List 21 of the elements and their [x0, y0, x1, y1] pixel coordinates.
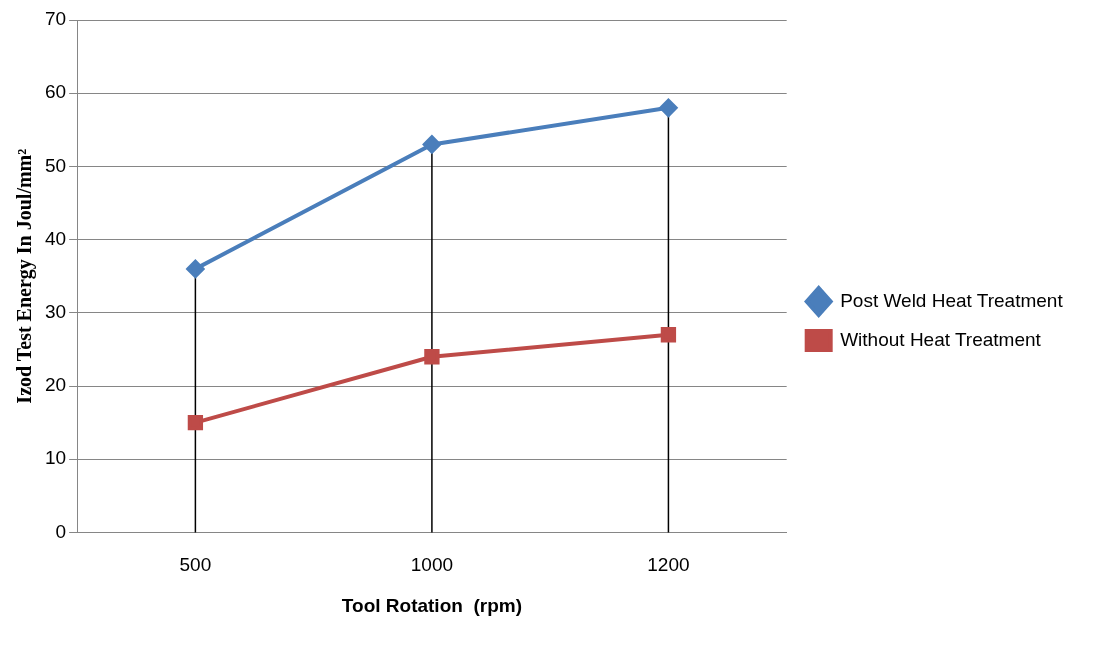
- y-tick-label: 70: [44, 8, 67, 30]
- point: [186, 259, 205, 278]
- y-tick-label: 40: [44, 227, 67, 249]
- y-axis-title: Izod Test Energy In Joul/mm²: [13, 148, 37, 404]
- y-tick-label: 10: [44, 447, 67, 469]
- y-tick-label: 30: [44, 301, 67, 323]
- point: [187, 414, 204, 431]
- x-tick-label: 500: [179, 554, 212, 576]
- x-axis-title: Tool Rotation (rpm): [341, 594, 522, 616]
- x-tick-label: 1000: [410, 554, 454, 576]
- point: [424, 349, 440, 365]
- y-tick-label: 60: [44, 81, 67, 103]
- legend-label: Without Heat Treatment: [840, 328, 1042, 350]
- y-tick-label: 20: [44, 374, 67, 396]
- y-tick-label: 50: [44, 154, 67, 176]
- point: [659, 98, 678, 117]
- y-tick-label: 0: [55, 520, 67, 542]
- legend-label: Post Weld Heat Treatment: [840, 289, 1064, 311]
- x-tick-label: 1200: [647, 554, 690, 576]
- point: [660, 327, 677, 343]
- point: [422, 135, 441, 154]
